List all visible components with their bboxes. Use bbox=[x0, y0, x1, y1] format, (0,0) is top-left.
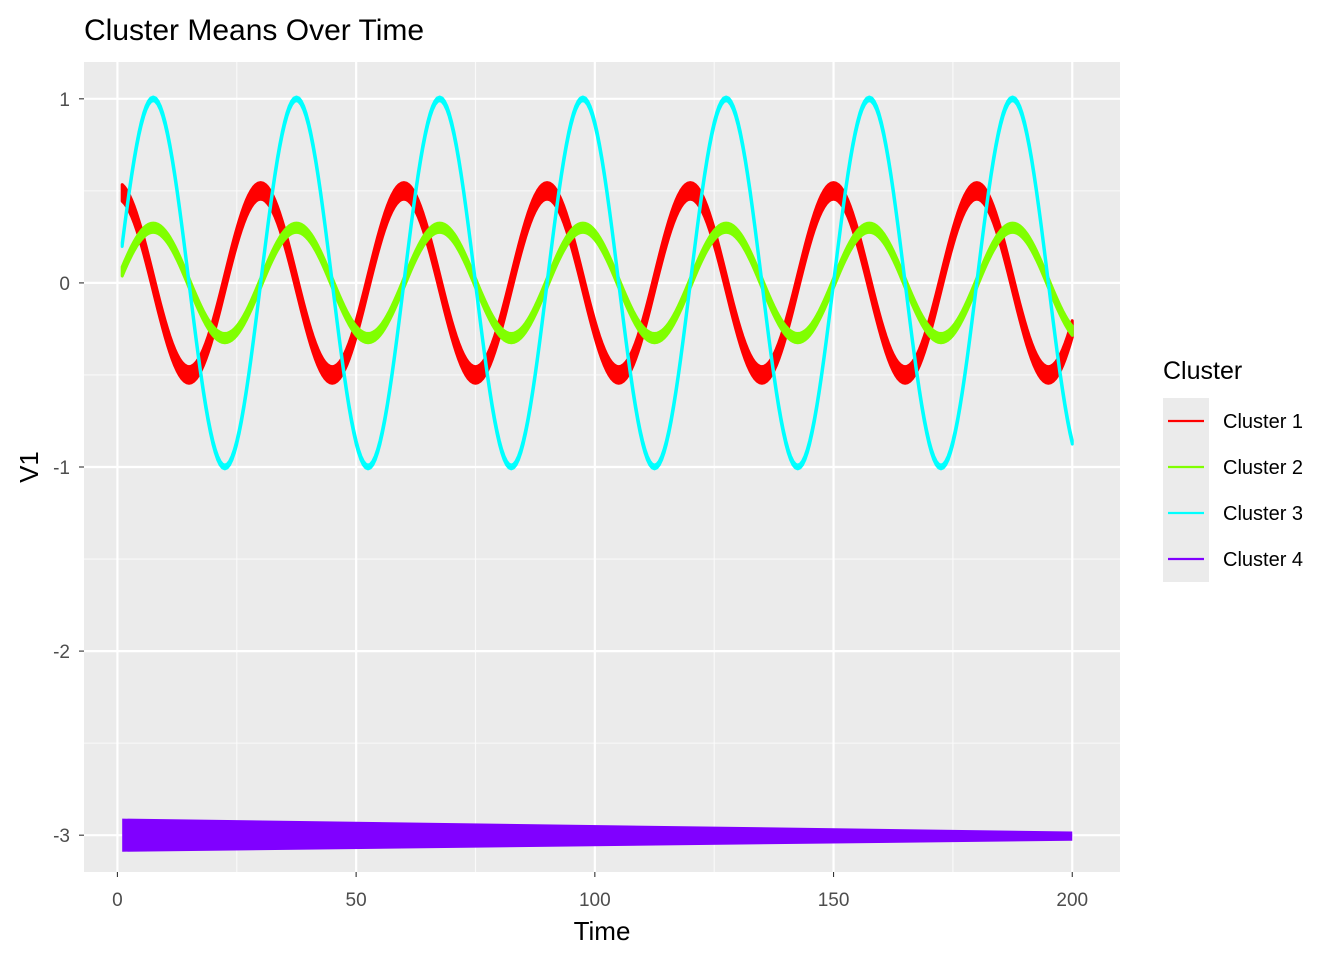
y-tick-label: 0 bbox=[59, 274, 70, 295]
series-cluster-4 bbox=[122, 818, 1073, 852]
x-tick-label: 0 bbox=[112, 890, 123, 911]
x-tick-label: 150 bbox=[818, 890, 850, 911]
legend-label-2: Cluster 2 bbox=[1223, 457, 1303, 479]
series-layer bbox=[120, 95, 1074, 852]
y-tick-label: 1 bbox=[59, 90, 70, 111]
legend-items: Cluster 1 Cluster 2 Cluster 3 Cluster 4 bbox=[1168, 411, 1303, 571]
legend-label-4: Cluster 4 bbox=[1223, 549, 1303, 571]
y-axis: 1 0 -1 -2 -3 bbox=[53, 90, 84, 847]
y-tick-label: -3 bbox=[53, 826, 70, 847]
x-axis-title: Time bbox=[574, 916, 631, 946]
x-tick-label: 50 bbox=[346, 890, 367, 911]
y-tick-label: -1 bbox=[53, 458, 70, 479]
legend-label-3: Cluster 3 bbox=[1223, 503, 1303, 525]
series-cluster-3 bbox=[120, 95, 1074, 471]
x-axis: 0 50 100 150 200 bbox=[112, 872, 1088, 911]
y-axis-title: V1 bbox=[14, 451, 44, 483]
series-cluster-2 bbox=[120, 221, 1074, 345]
legend-key-background bbox=[1163, 398, 1209, 582]
legend-label-1: Cluster 1 bbox=[1223, 411, 1303, 433]
y-tick-label: -2 bbox=[53, 642, 70, 663]
legend-title: Cluster bbox=[1163, 357, 1242, 385]
x-tick-label: 100 bbox=[579, 890, 611, 911]
chart-title: Cluster Means Over Time bbox=[84, 14, 424, 47]
x-tick-label: 200 bbox=[1056, 890, 1088, 911]
series-cluster-1 bbox=[120, 181, 1074, 385]
